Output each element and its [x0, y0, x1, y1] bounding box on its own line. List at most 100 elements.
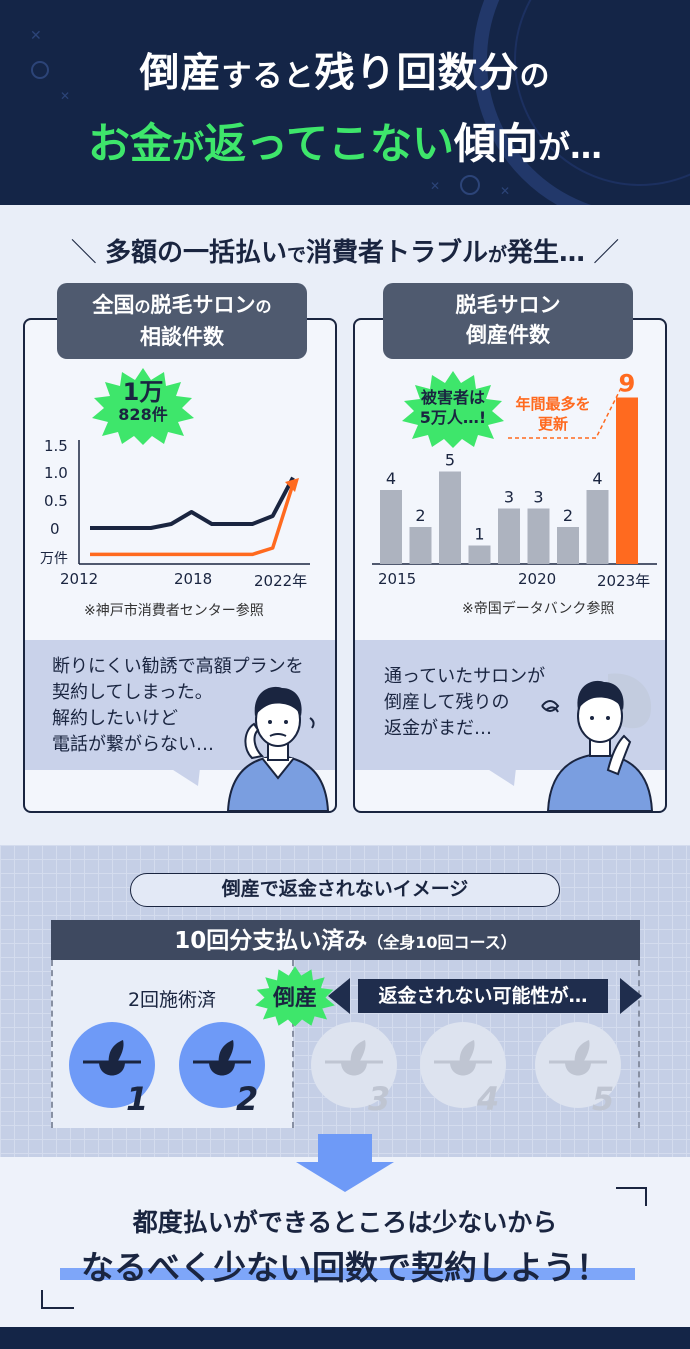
y-tick: 1.0 — [44, 464, 68, 482]
bar-value-label: 3 — [504, 488, 514, 507]
session-number: 3 — [368, 1080, 391, 1118]
completed-label: 2回施術済 — [127, 989, 217, 1011]
section-title: ＼ 多額の一括払いで消費者トラブルが発生… ／ — [70, 238, 620, 268]
bubble-line: 返金がまだ… — [384, 718, 492, 739]
y-unit: 万件 — [40, 551, 68, 567]
session-circle — [535, 1022, 621, 1108]
title-part: 消費者トラブル — [305, 238, 488, 268]
bar-value-label: 5 — [445, 451, 455, 470]
bar-value-label: 2 — [415, 506, 425, 525]
corner-bracket-icon — [41, 1290, 74, 1309]
bubble-tail — [170, 768, 200, 786]
y-tick: 1.5 — [44, 437, 68, 455]
title-part: で — [286, 244, 306, 266]
label-part: の — [255, 297, 272, 316]
series-line-orange — [90, 483, 295, 557]
x-tick: 2023年 — [597, 572, 651, 590]
bar-value-label: 3 — [533, 488, 543, 507]
headline-line2: お金が返ってこない傾向が… — [0, 110, 690, 171]
footer-bar — [0, 1327, 690, 1349]
corner-bracket-icon — [616, 1187, 647, 1206]
x-tick: 2015 — [378, 570, 417, 588]
headline-part: 返ってこない — [204, 119, 454, 168]
green-burst-icon — [255, 966, 335, 1027]
bubble-line: 断りにくい勧誘で高額プランを — [52, 656, 304, 677]
svg-text:✕: ✕ — [30, 28, 42, 44]
title-part: 多額の一括払い — [104, 238, 287, 268]
record-annotation: 年間最多を 更新 — [508, 394, 598, 434]
annotation-line: 年間最多を — [515, 395, 591, 413]
divider — [51, 960, 53, 1128]
hair-follicle-icon — [193, 1040, 251, 1076]
troubled-man-illustration — [541, 673, 654, 811]
x-tick: 2020 — [518, 570, 557, 588]
burst-value: 1万 — [122, 378, 164, 406]
bar-value-label: 4 — [386, 469, 396, 488]
header-decoration: ✕ ✕ ✕ ✕ — [30, 0, 690, 205]
advice-line2: なるべく少ない回数で契約しよう！ — [81, 1248, 609, 1287]
session-number: 4 — [477, 1080, 500, 1118]
source-note: ※神戸市消費者センター参照 — [84, 603, 264, 619]
annotation-dashed-line — [508, 385, 623, 439]
paid-course: （全身10回コース） — [367, 933, 517, 952]
bubble-line: 通っていたサロンが — [384, 666, 546, 687]
series-line-navy — [90, 476, 295, 530]
session-circle — [420, 1022, 506, 1108]
bar — [527, 508, 550, 564]
paid-label: 10回分支払い済み — [174, 928, 368, 954]
headline-part: 傾向 — [453, 119, 538, 168]
bankruptcy-burst-label: 倒産 — [272, 986, 317, 1011]
label-part: の — [134, 297, 151, 316]
header-banner: ✕ ✕ ✕ ✕ — [0, 0, 690, 205]
bar-value-label: 9 — [619, 370, 636, 398]
consultation-card-label: 全国の脱毛サロンの 相談件数 — [57, 283, 307, 359]
headline-part: お金 — [88, 119, 173, 168]
source-note: ※帝国データバンク参照 — [462, 601, 615, 617]
arrow-head-icon — [285, 478, 299, 492]
x-tick: 2022年 — [254, 572, 308, 590]
headline-part: 倒産 — [139, 50, 222, 96]
x-tick: 2018 — [174, 570, 213, 588]
session-number: 2 — [236, 1080, 259, 1118]
hair-follicle-icon — [83, 1040, 141, 1076]
annotation-line: 更新 — [537, 415, 568, 433]
burst-line: 5万人…! — [419, 408, 487, 427]
line-chart — [78, 440, 310, 565]
bar — [439, 471, 461, 564]
headline-part: の — [519, 59, 551, 94]
bar-value-label: 1 — [474, 525, 484, 544]
green-burst-icon — [402, 371, 504, 448]
bankruptcy-card-label: 脱毛サロン 倒産件数 — [383, 283, 633, 359]
paid-bar: 10回分支払い済み（全身10回コース） — [51, 920, 640, 960]
divider — [292, 960, 294, 1128]
x-tick: 2012 — [60, 570, 99, 588]
label-line1: 脱毛サロン — [455, 293, 561, 317]
bubble-line: 倒産して残りの — [384, 692, 510, 713]
bubble-line: 契約してしまった。 — [52, 682, 213, 703]
burst-unit: 828件 — [118, 405, 168, 424]
headline-part: が — [172, 128, 205, 166]
hair-follicle-icon — [434, 1040, 492, 1076]
bubble-line: 電話が繋がらない… — [52, 734, 214, 755]
label-line2: 相談件数 — [140, 325, 224, 349]
label-part: 脱毛サロン — [150, 293, 256, 317]
green-burst-icon — [92, 368, 194, 445]
headline-part: が… — [537, 128, 602, 166]
session-circle — [69, 1022, 155, 1108]
headline-part: 残り回数分 — [314, 50, 520, 96]
hair-follicle-icon — [549, 1040, 607, 1076]
title-part: 発生… — [507, 238, 586, 268]
y-tick: 0 — [50, 520, 60, 538]
bubble-line: 解約したいけど — [52, 708, 178, 729]
session-number: 5 — [592, 1080, 615, 1118]
bar — [498, 508, 520, 564]
bar — [468, 545, 491, 564]
advice-line1: 都度払いができるところは少ないから — [132, 1208, 558, 1237]
session-circle — [311, 1022, 397, 1108]
bubble-tail — [486, 768, 516, 786]
bar — [616, 397, 638, 564]
svg-text:✕: ✕ — [430, 179, 440, 193]
y-tick: 0.5 — [44, 492, 68, 510]
title-part: が — [488, 244, 508, 266]
